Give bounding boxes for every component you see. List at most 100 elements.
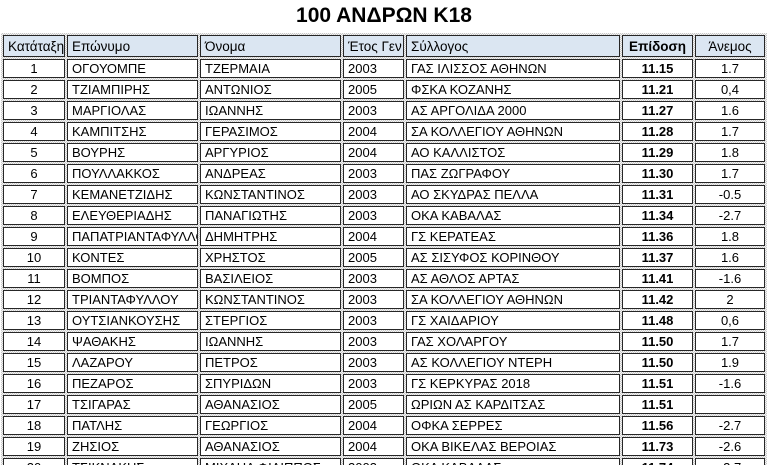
year-cell: 2005 bbox=[343, 80, 404, 99]
year-cell: 2003 bbox=[343, 311, 404, 330]
surname-cell: ΚΑΜΠΙΤΣΗΣ bbox=[67, 122, 198, 141]
club-cell: ΠΑΣ ΖΩΓΡΑΦΟΥ bbox=[406, 164, 620, 183]
club-cell: ΓΑΣ ΧΟΛΑΡΓΟΥ bbox=[406, 332, 620, 351]
firstname-cell: ΑΘΑΝΑΣΙΟΣ bbox=[200, 395, 341, 414]
table-row: 8 ΕΛΕΥΘΕΡΙΑΔΗΣ ΠΑΝΑΓΙΩΤΗΣ 2003 ΟΚΑ ΚΑΒΑΛ… bbox=[3, 206, 765, 225]
club-cell: ΣΑ ΚΟΛΛΕΓΙΟΥ ΑΘΗΝΩΝ bbox=[406, 290, 620, 309]
surname-cell: ΜΑΡΓΙΟΛΑΣ bbox=[67, 101, 198, 120]
table-row: 13 ΟΥΤΣΙΑΝΚΟΥΣΗΣ ΣΤΕΡΓΙΟΣ 2003 ΓΣ ΧΑΙΔΑΡ… bbox=[3, 311, 765, 330]
mark-cell: 11.37 bbox=[622, 248, 693, 267]
rank-cell: 13 bbox=[3, 311, 65, 330]
club-cell: ΑΣ ΑΡΓΟΛΙΔΑ 2000 bbox=[406, 101, 620, 120]
year-cell: 2004 bbox=[343, 143, 404, 162]
mark-cell: 11.28 bbox=[622, 122, 693, 141]
year-cell: 2003 bbox=[343, 269, 404, 288]
mark-cell: 11.51 bbox=[622, 395, 693, 414]
rank-cell: 20 bbox=[3, 458, 65, 465]
table-row: 17 ΤΣΙΓΑΡΑΣ ΑΘΑΝΑΣΙΟΣ 2005 ΩΡΙΩΝ ΑΣ ΚΑΡΔ… bbox=[3, 395, 765, 414]
year-cell: 2003 bbox=[343, 458, 404, 465]
rank-cell: 14 bbox=[3, 332, 65, 351]
mark-cell: 11.36 bbox=[622, 227, 693, 246]
wind-cell: 0,6 bbox=[695, 311, 765, 330]
table-row: 5 ΒΟΥΡΗΣ ΑΡΓΥΡΙΟΣ 2004 ΑΟ ΚΑΛΛΙΣΤΟΣ 11.2… bbox=[3, 143, 765, 162]
rank-cell: 11 bbox=[3, 269, 65, 288]
year-cell: 2003 bbox=[343, 59, 404, 78]
year-cell: 2004 bbox=[343, 437, 404, 456]
wind-cell: 1.7 bbox=[695, 122, 765, 141]
rank-cell: 2 bbox=[3, 80, 65, 99]
surname-cell: ΨΑΘΑΚΗΣ bbox=[67, 332, 198, 351]
table-row: 7 ΚΕΜΑΝΕΤΖΙΔΗΣ ΚΩΝΣΤΑΝΤΙΝΟΣ 2003 ΑΟ ΣΚΥΔ… bbox=[3, 185, 765, 204]
table-row: 1 ΟΓΟΥΟΜΠΕ ΤΖΕΡΜΑΙΑ 2003 ΓΑΣ ΙΛΙΣΣΟΣ ΑΘΗ… bbox=[3, 59, 765, 78]
surname-cell: ΤΣΙΓΑΡΑΣ bbox=[67, 395, 198, 414]
firstname-cell: ΙΩΑΝΝΗΣ bbox=[200, 101, 341, 120]
surname-cell: ΛΑΖΑΡΟΥ bbox=[67, 353, 198, 372]
column-header-club: Σύλλογος bbox=[406, 35, 620, 57]
surname-cell: ΚΕΜΑΝΕΤΖΙΔΗΣ bbox=[67, 185, 198, 204]
mark-cell: 11.29 bbox=[622, 143, 693, 162]
rank-cell: 5 bbox=[3, 143, 65, 162]
club-cell: ΓΣ ΚΕΡΚΥΡΑΣ 2018 bbox=[406, 374, 620, 393]
mark-cell: 11.21 bbox=[622, 80, 693, 99]
table-row: 3 ΜΑΡΓΙΟΛΑΣ ΙΩΑΝΝΗΣ 2003 ΑΣ ΑΡΓΟΛΙΔΑ 200… bbox=[3, 101, 765, 120]
surname-cell: ΟΓΟΥΟΜΠΕ bbox=[67, 59, 198, 78]
mark-cell: 11.56 bbox=[622, 416, 693, 435]
firstname-cell: ΑΝΔΡΕΑΣ bbox=[200, 164, 341, 183]
year-cell: 2005 bbox=[343, 395, 404, 414]
club-cell: ΟΦΚΑ ΣΕΡΡΕΣ bbox=[406, 416, 620, 435]
mark-cell: 11.74 bbox=[622, 458, 693, 465]
club-cell: ΑΣ ΚΟΛΛΕΓΙΟΥ ΝΤΕΡΗ bbox=[406, 353, 620, 372]
year-cell: 2004 bbox=[343, 416, 404, 435]
club-cell: ΑΟ ΚΑΛΛΙΣΤΟΣ bbox=[406, 143, 620, 162]
firstname-cell: ΠΕΤΡΟΣ bbox=[200, 353, 341, 372]
club-cell: ΟΚΑ ΚΑΒΑΛΑΣ bbox=[406, 458, 620, 465]
club-cell: ΑΣ ΑΘΛΟΣ ΑΡΤΑΣ bbox=[406, 269, 620, 288]
firstname-cell: ΣΠΥΡΙΔΩΝ bbox=[200, 374, 341, 393]
wind-cell: 1.6 bbox=[695, 101, 765, 120]
year-cell: 2003 bbox=[343, 374, 404, 393]
wind-cell: 1.8 bbox=[695, 143, 765, 162]
club-cell: ΑΟ ΣΚΥΔΡΑΣ ΠΕΛΛΑ bbox=[406, 185, 620, 204]
table-row: 14 ΨΑΘΑΚΗΣ ΙΩΑΝΝΗΣ 2003 ΓΑΣ ΧΟΛΑΡΓΟΥ 11.… bbox=[3, 332, 765, 351]
firstname-cell: ΤΖΕΡΜΑΙΑ bbox=[200, 59, 341, 78]
year-cell: 2003 bbox=[343, 164, 404, 183]
surname-cell: ΤΣΙΚΝΑΚΗΣ bbox=[67, 458, 198, 465]
table-row: 11 ΒΟΜΠΟΣ ΒΑΣΙΛΕΙΟΣ 2003 ΑΣ ΑΘΛΟΣ ΑΡΤΑΣ … bbox=[3, 269, 765, 288]
firstname-cell: ΚΩΝΣΤΑΝΤΙΝΟΣ bbox=[200, 290, 341, 309]
year-cell: 2003 bbox=[343, 101, 404, 120]
club-cell: ΦΣΚΑ ΚΟΖΑΝΗΣ bbox=[406, 80, 620, 99]
firstname-cell: ΙΩΑΝΝΗΣ bbox=[200, 332, 341, 351]
surname-cell: ΤΖΙΑΜΠΙΡΗΣ bbox=[67, 80, 198, 99]
table-row: 12 ΤΡΙΑΝΤΑΦΥΛΛΟΥ ΚΩΝΣΤΑΝΤΙΝΟΣ 2003 ΣΑ ΚΟ… bbox=[3, 290, 765, 309]
rank-cell: 3 bbox=[3, 101, 65, 120]
mark-cell: 11.30 bbox=[622, 164, 693, 183]
wind-cell: -1.6 bbox=[695, 374, 765, 393]
rank-cell: 17 bbox=[3, 395, 65, 414]
wind-cell: -0.5 bbox=[695, 185, 765, 204]
rank-cell: 18 bbox=[3, 416, 65, 435]
firstname-cell: ΠΑΝΑΓΙΩΤΗΣ bbox=[200, 206, 341, 225]
wind-cell: 1.7 bbox=[695, 59, 765, 78]
surname-cell: ΟΥΤΣΙΑΝΚΟΥΣΗΣ bbox=[67, 311, 198, 330]
wind-cell: -2.6 bbox=[695, 437, 765, 456]
year-cell: 2003 bbox=[343, 290, 404, 309]
mark-cell: 11.73 bbox=[622, 437, 693, 456]
wind-cell: -2.7 bbox=[695, 416, 765, 435]
surname-cell: ΠΑΤΛΗΣ bbox=[67, 416, 198, 435]
wind-cell: 1.9 bbox=[695, 353, 765, 372]
year-cell: 2003 bbox=[343, 332, 404, 351]
rank-cell: 10 bbox=[3, 248, 65, 267]
table-row: 18 ΠΑΤΛΗΣ ΓΕΩΡΓΙΟΣ 2004 ΟΦΚΑ ΣΕΡΡΕΣ 11.5… bbox=[3, 416, 765, 435]
surname-cell: ΒΟΜΠΟΣ bbox=[67, 269, 198, 288]
surname-cell: ΠΕΖΑΡΟΣ bbox=[67, 374, 198, 393]
mark-cell: 11.41 bbox=[622, 269, 693, 288]
table-row: 6 ΠΟΥΛΛΑΚΚΟΣ ΑΝΔΡΕΑΣ 2003 ΠΑΣ ΖΩΓΡΑΦΟΥ 1… bbox=[3, 164, 765, 183]
wind-cell: 1.6 bbox=[695, 248, 765, 267]
table-row: 10 ΚΟΝΤΕΣ ΧΡΗΣΤΟΣ 2005 ΑΣ ΣΙΣΥΦΟΣ ΚΟΡΙΝΘ… bbox=[3, 248, 765, 267]
mark-cell: 11.42 bbox=[622, 290, 693, 309]
year-cell: 2005 bbox=[343, 248, 404, 267]
wind-cell: -2.7 bbox=[695, 458, 765, 465]
results-table-header: Κατάταξη Επώνυμο Όνομα Έτος Γεν. Σύλλογο… bbox=[3, 35, 765, 57]
column-header-wind: Άνεμος bbox=[695, 35, 765, 57]
